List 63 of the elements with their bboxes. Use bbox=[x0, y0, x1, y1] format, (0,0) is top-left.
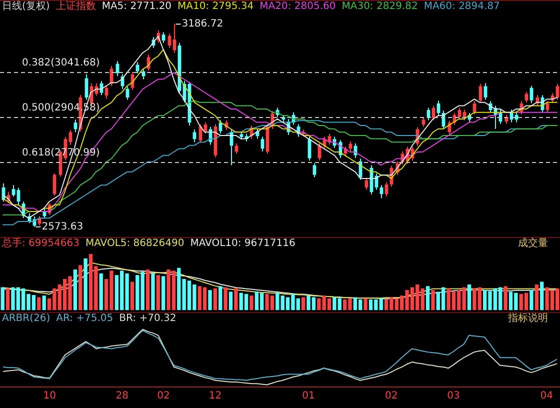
bar bbox=[364, 298, 368, 310]
x-tick-label: 04 bbox=[540, 390, 554, 402]
x-tick-label: 10 bbox=[43, 390, 56, 402]
x-tick-label: 01 bbox=[302, 390, 315, 402]
x-tick-label: 02 bbox=[157, 390, 170, 402]
bar bbox=[99, 273, 103, 310]
bar bbox=[420, 288, 424, 310]
bar bbox=[156, 275, 160, 310]
series-label: BR: +70.32 bbox=[119, 313, 176, 324]
text: MA5: 2771.20 bbox=[102, 1, 172, 12]
bar bbox=[146, 270, 150, 310]
bar bbox=[42, 296, 46, 310]
chart-title: 日线(复权) bbox=[2, 1, 50, 12]
bar bbox=[276, 292, 280, 310]
bar bbox=[504, 286, 508, 310]
text: AR: +75.05 bbox=[56, 313, 114, 324]
bar bbox=[431, 290, 435, 310]
bar bbox=[0, 287, 4, 310]
bar bbox=[136, 275, 140, 310]
x-tick-label: 02 bbox=[384, 390, 398, 402]
bar bbox=[6, 288, 10, 310]
candlestick bbox=[116, 60, 120, 76]
series-label: MAVOL5: 86826490 bbox=[85, 238, 184, 249]
candlestick bbox=[348, 140, 352, 152]
bar bbox=[250, 296, 254, 310]
bar bbox=[224, 287, 228, 310]
ref-line-label: 0.382(3041.68) bbox=[22, 58, 100, 69]
annotation: 2573.63 bbox=[42, 221, 84, 232]
x-tick-label: 03 bbox=[447, 390, 460, 402]
bar bbox=[208, 290, 212, 310]
chart-subtitle: 上证指数 bbox=[56, 1, 96, 12]
candlestick bbox=[136, 62, 140, 74]
bar bbox=[302, 297, 306, 310]
text: 成交量 bbox=[517, 238, 549, 249]
text: MA20: 2805.60 bbox=[260, 1, 336, 12]
bar bbox=[234, 288, 238, 310]
bar bbox=[228, 292, 233, 310]
bar bbox=[426, 286, 430, 310]
x-tick-label: 28 bbox=[116, 390, 128, 402]
bar bbox=[534, 284, 538, 310]
bar bbox=[140, 272, 144, 310]
bar bbox=[530, 290, 534, 310]
series-label: 总手: 69954663 bbox=[2, 238, 80, 249]
bar bbox=[218, 286, 222, 310]
bar bbox=[78, 265, 82, 310]
bar bbox=[540, 282, 544, 310]
annotation: 3186.72 bbox=[182, 18, 224, 30]
text: 指标说明 bbox=[507, 313, 549, 324]
bar bbox=[73, 270, 78, 310]
text: MA60: 2894.87 bbox=[424, 1, 500, 12]
x-tick-label: 12 bbox=[208, 390, 222, 402]
bar bbox=[213, 288, 218, 310]
bar bbox=[37, 297, 41, 310]
bar bbox=[130, 282, 134, 310]
bar bbox=[84, 258, 88, 310]
text: MAVOL10: 96717116 bbox=[190, 238, 296, 249]
bar bbox=[467, 284, 472, 310]
text: MA30: 2829.82 bbox=[342, 1, 418, 12]
bar bbox=[151, 273, 155, 310]
bar bbox=[162, 276, 166, 310]
chart-title: ARBR(26) bbox=[2, 313, 50, 324]
text: MA10: 2795.34 bbox=[178, 1, 254, 12]
candlestick bbox=[484, 82, 488, 100]
